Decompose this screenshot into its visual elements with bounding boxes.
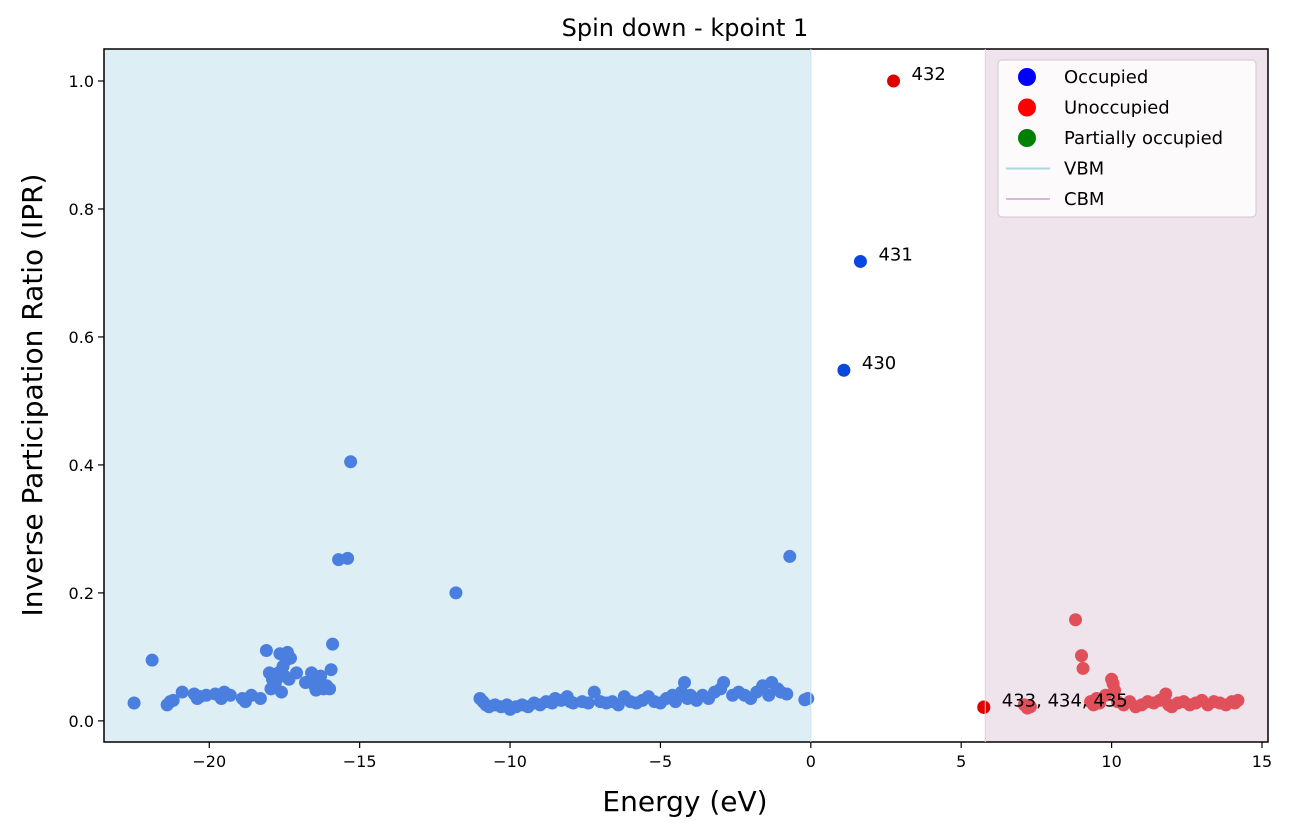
occupied-bands-point	[780, 688, 793, 701]
y-tick-label: 0.4	[69, 456, 94, 475]
occupied-bands-point	[323, 682, 336, 695]
y-tick-label: 1.0	[69, 72, 94, 91]
x-axis-ticks: −20 −15 −10 −5 0 5 10 15	[192, 742, 1272, 771]
x-tick-label: 5	[956, 752, 966, 771]
legend-label: CBM	[1064, 189, 1104, 210]
legend-label: Occupied	[1064, 67, 1148, 88]
unoccupied-bands-point	[1075, 649, 1088, 662]
x-tick-label: 10	[1101, 752, 1121, 771]
occupied-bands-point	[224, 689, 237, 702]
occupied-bands-point	[678, 676, 691, 689]
legend-label: VBM	[1064, 159, 1104, 180]
y-tick-label: 0.8	[69, 200, 94, 219]
y-axis-ticks: 0.0 0.2 0.4 0.6 0.8 1.0	[69, 72, 104, 731]
x-tick-label: −15	[343, 752, 377, 771]
occupied-bands-point	[128, 696, 141, 709]
highlighted-occupied-point	[854, 255, 867, 268]
x-tick-label: −10	[493, 752, 527, 771]
occupied-bands-point	[146, 654, 159, 667]
occupied-bands-point	[260, 644, 273, 657]
x-tick-label: −20	[192, 752, 226, 771]
occupied-bands-point	[290, 666, 303, 679]
annotation-label: 432	[912, 64, 946, 85]
annotation-label: 430	[862, 353, 896, 374]
x-tick-label: −5	[649, 752, 673, 771]
annotation-label: 431	[878, 244, 912, 265]
occupied-bands-point	[254, 692, 267, 705]
occupied-bands-point	[176, 686, 189, 699]
occupied-bands-point	[341, 552, 354, 565]
chart-title: Spin down - kpoint 1	[562, 14, 809, 42]
y-tick-label: 0.0	[69, 712, 94, 731]
x-axis-label: Energy (eV)	[602, 785, 767, 818]
legend-label: Unoccupied	[1064, 98, 1170, 119]
highlighted-unoccupied-point	[977, 701, 990, 714]
vbm-shaded-region	[104, 49, 811, 742]
unoccupied-bands-point	[1159, 688, 1172, 701]
occupied-bands-point	[344, 455, 357, 468]
unoccupied-bands-point	[1231, 694, 1244, 707]
occupied-bands-point	[325, 663, 338, 676]
occupied-bands-point	[717, 676, 730, 689]
y-tick-label: 0.6	[69, 328, 94, 347]
occupied-bands-point	[449, 586, 462, 599]
annotation-label: 433, 434, 435	[1002, 690, 1128, 711]
x-tick-label: 0	[806, 752, 816, 771]
legend-marker	[1018, 68, 1036, 86]
unoccupied-bands-point	[1077, 662, 1090, 675]
highlighted-unoccupied-point	[887, 74, 900, 87]
legend-marker	[1018, 129, 1036, 147]
highlighted-occupied-point	[837, 364, 850, 377]
occupied-bands-point	[801, 692, 814, 705]
legend-label: Partially occupied	[1064, 128, 1223, 149]
legend: Occupied Unoccupied Partially occupied VBM C…	[998, 60, 1256, 217]
y-tick-label: 0.2	[69, 584, 94, 603]
x-tick-label: 15	[1252, 752, 1272, 771]
unoccupied-bands-point	[1069, 613, 1082, 626]
occupied-bands-point	[275, 686, 288, 699]
y-axis-label: Inverse Participation Ratio (IPR)	[16, 174, 49, 617]
occupied-bands-point	[783, 550, 796, 563]
occupied-bands-point	[284, 652, 297, 665]
occupied-bands-point	[326, 638, 339, 651]
legend-marker	[1018, 99, 1036, 117]
